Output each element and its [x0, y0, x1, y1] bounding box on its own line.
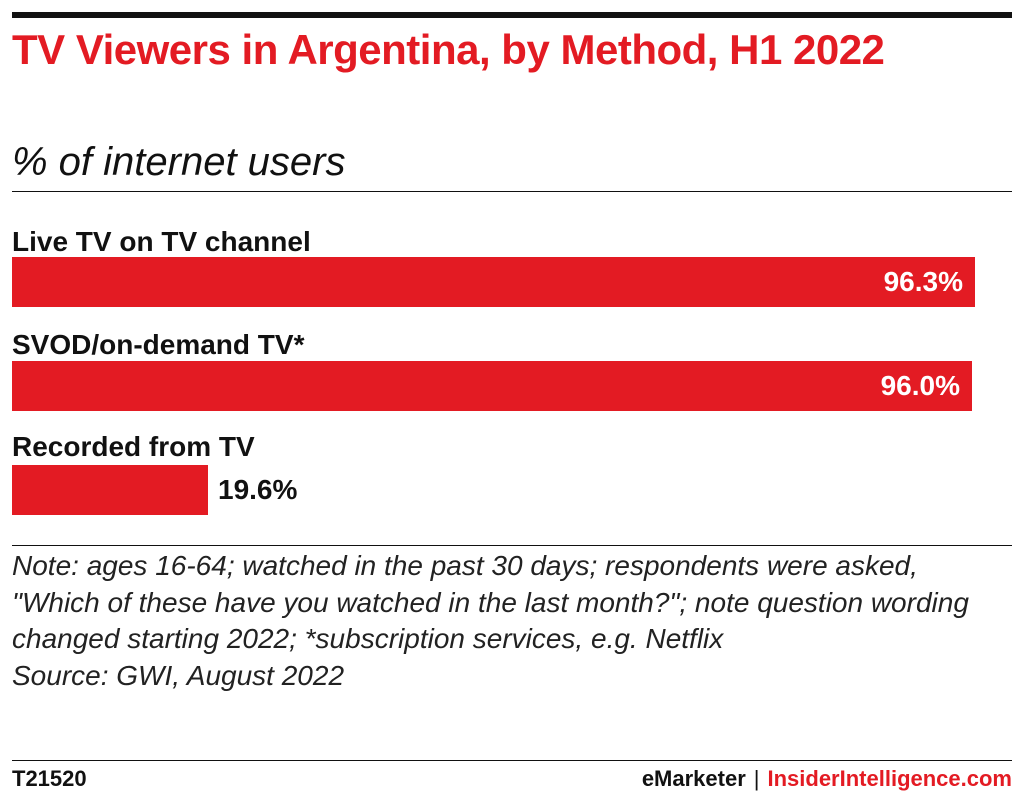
top-rule — [12, 12, 1012, 18]
note-text: Note: ages 16-64; watched in the past 30… — [12, 548, 1012, 658]
chart-subtitle: % of internet users — [12, 140, 346, 184]
footer-divider — [12, 760, 1012, 761]
chart-notes: Note: ages 16-64; watched in the past 30… — [12, 548, 1012, 694]
chart-title: TV Viewers in Argentina, by Method, H1 2… — [12, 26, 885, 73]
bar — [12, 257, 975, 307]
source-text: Source: GWI, August 2022 — [12, 659, 345, 691]
category-label: Live TV on TV channel — [12, 226, 311, 257]
category-label: Recorded from TV — [12, 431, 255, 462]
footer-brand: eMarketer | InsiderIntelligence.com — [642, 766, 1012, 792]
bar — [12, 361, 972, 411]
note-label: Note: — [12, 550, 79, 581]
data-label: 96.0% — [880, 370, 960, 401]
brand-separator: | — [753, 766, 760, 791]
notes-divider — [12, 545, 1012, 546]
brand-name: eMarketer — [641, 766, 746, 791]
header-divider — [12, 191, 1012, 192]
chart-id: T21520 — [12, 766, 87, 791]
category-label: SVOD/on-demand TV* — [12, 329, 305, 360]
bar — [12, 465, 208, 515]
note-body: ages 16-64; watched in the past 30 days;… — [12, 550, 969, 654]
data-label: 96.3% — [883, 266, 963, 297]
brand-site: InsiderIntelligence.com — [767, 766, 1012, 791]
data-label: 19.6% — [218, 474, 298, 505]
